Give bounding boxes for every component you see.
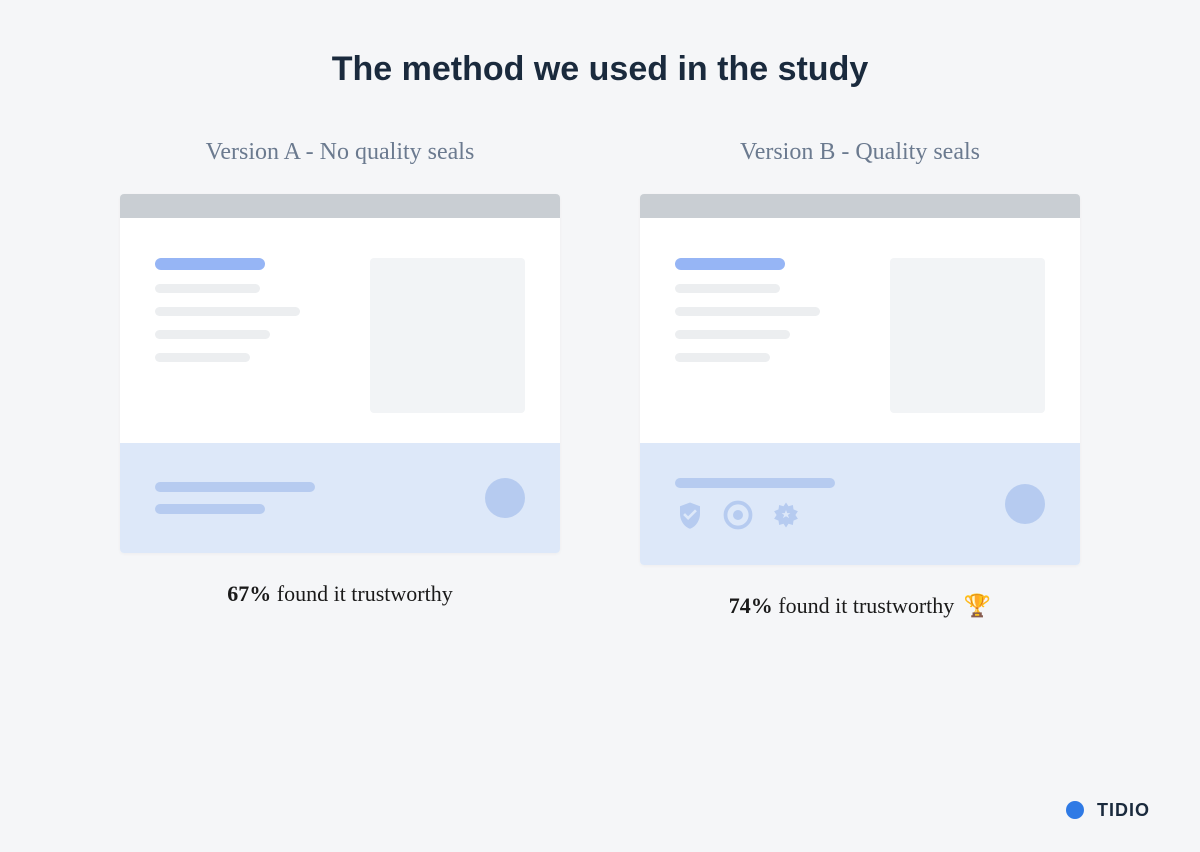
- footer-lines: [155, 482, 315, 514]
- mockup-header-bar: [120, 194, 560, 218]
- mockup-text-line: [675, 330, 790, 339]
- mockup-text-line: [155, 353, 250, 362]
- mockup-footer: [640, 443, 1080, 565]
- badge-star-icon: [771, 500, 801, 530]
- mockup-a: [120, 194, 560, 553]
- trophy-icon: 🏆: [964, 593, 991, 618]
- mockup-content-lines: [675, 258, 862, 413]
- version-b-label: Version B - Quality seals: [740, 139, 980, 166]
- version-b-result: 74% found it trustworthy 🏆: [729, 593, 991, 619]
- version-a: Version A - No quality seals: [120, 139, 560, 619]
- mockup-text-line: [675, 353, 770, 362]
- brand-name: TIDIO: [1097, 800, 1150, 821]
- seals-row: [675, 500, 835, 530]
- mockup-image-placeholder: [370, 258, 525, 413]
- footer-line: [675, 478, 835, 488]
- mockup-text-line: [675, 284, 780, 293]
- mockup-title-placeholder: [675, 258, 785, 270]
- footer-line: [155, 482, 315, 492]
- mockup-b: [640, 194, 1080, 565]
- footer-circle: [485, 478, 525, 518]
- mockup-text-line: [155, 307, 300, 316]
- mockup-body: [640, 218, 1080, 443]
- mockup-text-line: [155, 284, 260, 293]
- brand: TIDIO: [1065, 798, 1150, 822]
- footer-circle: [1005, 484, 1045, 524]
- mockup-title-placeholder: [155, 258, 265, 270]
- mockup-content-lines: [155, 258, 342, 413]
- mockup-body: [120, 218, 560, 443]
- version-b: Version B - Quality seals: [640, 139, 1080, 619]
- footer-line: [155, 504, 265, 514]
- result-text: found it trustworthy: [271, 581, 453, 606]
- result-percent: 67%: [227, 581, 271, 606]
- footer-seals-block: [675, 478, 835, 530]
- shield-check-icon: [675, 500, 705, 530]
- mockup-footer: [120, 443, 560, 553]
- version-a-result: 67% found it trustworthy: [227, 581, 453, 607]
- mockup-image-placeholder: [890, 258, 1045, 413]
- page-title: The method we used in the study: [60, 50, 1140, 89]
- mockup-text-line: [675, 307, 820, 316]
- brand-logo-icon: [1065, 798, 1089, 822]
- rosette-icon: [723, 500, 753, 530]
- result-text: found it trustworthy: [773, 593, 960, 618]
- result-percent: 74%: [729, 593, 773, 618]
- versions-row: Version A - No quality seals: [60, 139, 1140, 619]
- version-a-label: Version A - No quality seals: [206, 139, 475, 166]
- mockup-text-line: [155, 330, 270, 339]
- mockup-header-bar: [640, 194, 1080, 218]
